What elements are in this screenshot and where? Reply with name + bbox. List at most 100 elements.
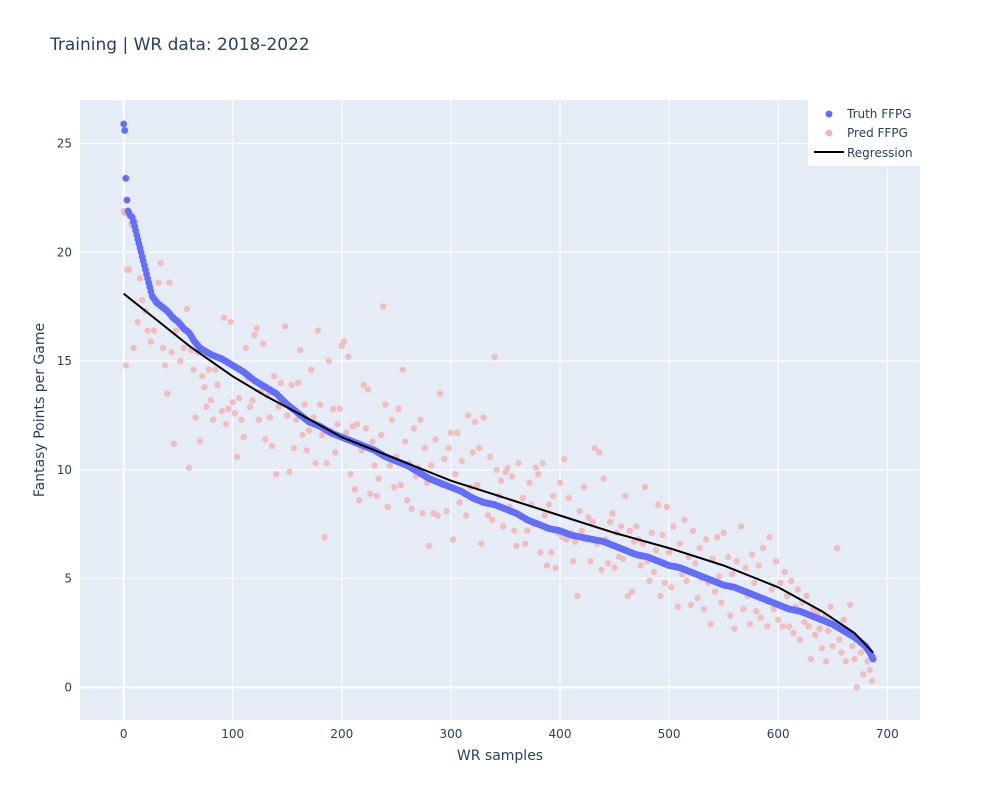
pred-ffpg-series <box>120 207 877 691</box>
pred-point <box>373 492 380 500</box>
pred-point <box>657 592 664 600</box>
pred-point <box>462 512 470 519</box>
legend[interactable]: Truth FFPG Pred FFPG Regression <box>808 100 920 166</box>
pred-point <box>796 636 804 643</box>
pred-point <box>478 540 485 547</box>
pred-point <box>694 594 701 602</box>
pred-point <box>600 475 607 482</box>
pred-point <box>473 481 481 489</box>
pred-point <box>746 621 754 628</box>
pred-point <box>836 636 843 643</box>
pred-point <box>504 464 511 471</box>
y-tick-label: 15 <box>57 354 72 368</box>
pred-point <box>742 564 749 571</box>
pred-point <box>726 612 734 619</box>
pred-point <box>360 381 367 389</box>
pred-point <box>816 625 823 632</box>
legend-pred-marker <box>825 129 833 137</box>
pred-point <box>781 568 788 576</box>
pred-point <box>587 557 594 565</box>
pred-point <box>270 373 278 380</box>
pred-point <box>563 536 570 543</box>
pred-point <box>277 379 284 387</box>
pred-point <box>857 649 865 656</box>
pred-point <box>456 499 463 506</box>
pred-point <box>790 629 797 637</box>
legend-pred-label[interactable]: Pred FFPG <box>847 126 908 140</box>
x-tick-label: 200 <box>330 727 353 741</box>
pred-point <box>574 592 581 600</box>
pred-point <box>548 549 555 556</box>
pred-point <box>689 527 697 534</box>
pred-point <box>447 429 455 437</box>
pred-point <box>486 453 494 460</box>
pred-point <box>524 527 531 534</box>
pred-point <box>565 494 572 502</box>
pred-point <box>205 366 212 373</box>
pred-point <box>150 327 158 334</box>
pred-point <box>537 549 544 556</box>
pred-point <box>849 642 856 650</box>
pred-point <box>318 431 326 439</box>
pred-point <box>569 557 577 565</box>
pred-point <box>842 658 850 665</box>
pred-point <box>432 436 439 443</box>
pred-point <box>172 327 180 334</box>
pred-point <box>428 462 435 469</box>
pred-point <box>589 518 596 526</box>
pred-point <box>648 529 655 537</box>
pred-point <box>262 436 269 443</box>
pred-point <box>807 655 815 663</box>
pred-point <box>231 410 239 417</box>
pred-point <box>345 353 352 360</box>
pred-point <box>733 557 740 565</box>
pred-point <box>177 357 184 365</box>
pred-point <box>513 542 520 550</box>
pred-point <box>386 462 394 469</box>
pred-point <box>347 470 354 478</box>
pred-point <box>369 438 376 445</box>
pred-point <box>299 431 306 439</box>
pred-point <box>164 390 171 397</box>
pred-point <box>404 497 411 504</box>
pred-point <box>236 394 243 402</box>
pred-point <box>476 444 483 452</box>
pred-point <box>290 444 298 452</box>
pred-point <box>192 414 199 421</box>
pred-point <box>622 492 629 500</box>
pred-point <box>399 366 407 373</box>
pred-point <box>853 684 860 691</box>
pred-point <box>196 438 204 445</box>
pred-point <box>829 642 836 650</box>
pred-point <box>144 327 151 334</box>
pred-point <box>155 279 162 286</box>
pred-point <box>170 440 178 447</box>
pred-point <box>696 544 703 552</box>
pred-point <box>268 442 276 450</box>
pred-point <box>803 592 810 600</box>
pred-point <box>323 460 330 467</box>
pred-point <box>371 462 378 469</box>
pred-point <box>805 623 812 630</box>
pred-point <box>458 457 466 465</box>
legend-regression-label[interactable]: Regression <box>847 146 913 160</box>
pred-point <box>572 538 579 545</box>
pred-point <box>596 449 603 456</box>
pred-point <box>737 523 745 530</box>
pred-point <box>794 586 802 593</box>
pred-point <box>724 553 732 561</box>
plot-area[interactable] <box>80 100 920 720</box>
pred-point <box>366 490 374 497</box>
pred-point <box>356 497 363 504</box>
pred-point <box>445 444 452 452</box>
pred-point <box>288 381 295 389</box>
pred-point <box>652 547 660 554</box>
y-tick-label: 10 <box>57 463 72 477</box>
pred-point <box>759 544 767 552</box>
pred-point <box>716 573 723 580</box>
pred-point <box>136 275 144 282</box>
pred-point <box>266 414 274 421</box>
legend-truth-label[interactable]: Truth FFPG <box>846 107 912 121</box>
pred-point <box>768 586 775 593</box>
pred-point <box>628 588 636 595</box>
